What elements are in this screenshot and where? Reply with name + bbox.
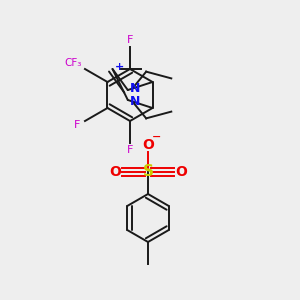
Text: +: +	[115, 62, 124, 72]
Text: N: N	[130, 95, 140, 109]
Text: CF₃: CF₃	[64, 58, 82, 68]
Text: −: −	[152, 132, 162, 142]
Text: F: F	[74, 120, 80, 130]
Text: O: O	[109, 165, 121, 179]
Text: F: F	[127, 145, 133, 155]
Text: O: O	[175, 165, 187, 179]
Text: F: F	[127, 35, 133, 45]
Text: S: S	[142, 164, 154, 179]
Text: O: O	[142, 138, 154, 152]
Text: N: N	[130, 82, 140, 94]
